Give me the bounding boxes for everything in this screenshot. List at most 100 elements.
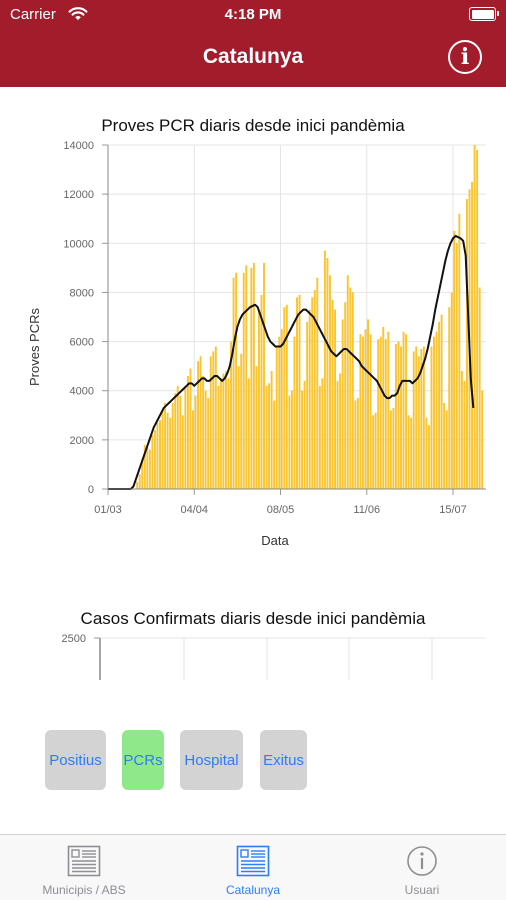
pcr-bar [189, 368, 192, 489]
pcr-bar [242, 272, 245, 489]
y-axis-label: Proves PCRs [27, 307, 42, 386]
pcr-moving-average-line [108, 234, 475, 490]
pcr-bar [329, 275, 331, 489]
pcr-bar [316, 277, 319, 489]
pcr-bar [364, 329, 367, 489]
x-tick-label: 15/07 [439, 504, 467, 516]
newspaper-icon [67, 845, 101, 877]
pcr-bar [481, 390, 484, 489]
tab-municipis[interactable]: Municipis / ABS [0, 835, 168, 900]
y-tick-label: 6000 [70, 337, 94, 349]
pcr-bar [359, 334, 362, 489]
pcr-bar [349, 287, 352, 489]
battery-icon [469, 7, 499, 21]
pcr-bar [361, 336, 364, 489]
pcr-bar [455, 243, 458, 489]
pcr-bar [308, 309, 311, 489]
pcr-bar [184, 388, 187, 489]
status-time: 4:18 PM [224, 6, 282, 23]
filter-exitus-button[interactable]: Exitus [260, 730, 307, 790]
pcr-bar [263, 262, 265, 489]
pcr-bar [377, 339, 380, 489]
pcr-bar [283, 307, 286, 489]
pcr-bar [387, 331, 390, 489]
pcr-bar [257, 312, 260, 489]
pcr-bar [476, 149, 479, 489]
pcr-bar [466, 199, 468, 490]
pcr-bar [219, 378, 222, 489]
pcr-bar [222, 373, 225, 489]
pcr-bar [237, 366, 240, 489]
pcr-bar [318, 385, 321, 489]
pcr-chart: Proves PCR diaris desde inici pandèmia 0… [0, 105, 506, 565]
pcr-bar [422, 346, 425, 489]
pcr-bar [420, 348, 423, 489]
y-tick-label: 0 [88, 484, 94, 496]
pcr-bar [230, 341, 233, 489]
pcr-bar [278, 336, 281, 489]
pcr-bar [463, 380, 466, 489]
tab-usuari[interactable]: Usuari [338, 835, 506, 900]
y-tick-label: 8000 [70, 287, 94, 299]
pcr-bar [313, 289, 316, 489]
pcr-bar [372, 415, 375, 489]
cases-chart-plot: 2500 [62, 633, 486, 680]
pcr-bar [247, 378, 250, 489]
pcr-bar [161, 410, 164, 489]
pcr-bar [296, 297, 298, 489]
pcr-bar [440, 314, 443, 489]
pcr-bar [202, 375, 205, 489]
info-button[interactable]: i [448, 40, 482, 74]
pcr-bar [176, 385, 179, 489]
pcr-bar [240, 353, 243, 489]
info-circle-icon: i [460, 44, 470, 70]
pcr-bar [217, 385, 220, 489]
pcr-bar [400, 346, 402, 489]
x-tick-label: 08/05 [267, 504, 295, 516]
pcr-bar [415, 346, 418, 489]
pcr-bar [306, 321, 309, 489]
pcr-bar [356, 398, 359, 489]
pcr-chart-title: Proves PCR diaris desde inici pandèmia [101, 116, 405, 135]
pcr-bar [346, 275, 349, 489]
wifi-icon [68, 6, 88, 26]
x-tick-label: 11/06 [353, 504, 380, 516]
x-tick-label: 01/03 [94, 504, 122, 516]
pcr-bar [209, 356, 212, 489]
pcr-bar [321, 378, 324, 489]
carrier-label: Carrier [10, 6, 56, 23]
pcr-bar [227, 378, 230, 489]
pcr-bar [252, 262, 255, 489]
pcr-bar [298, 294, 301, 489]
pcr-bar [326, 258, 329, 489]
pcr-bar [448, 307, 451, 489]
pcr-bar [194, 395, 197, 489]
pcr-bar [331, 299, 334, 489]
pcr-bar [268, 383, 271, 489]
tab-bar: Municipis / ABS Catalunya Usuari [0, 834, 506, 900]
pcr-bar [417, 356, 420, 489]
pcr-bar [232, 277, 235, 489]
pcr-bar [136, 481, 139, 489]
x-axis-label: Data [261, 533, 289, 548]
pcr-bar [153, 430, 156, 489]
pcr-bar [290, 390, 293, 489]
pcr-bar [146, 447, 149, 489]
pcr-bar [303, 380, 306, 489]
pcr-bar [341, 319, 344, 489]
pcr-bar [460, 371, 463, 489]
pcr-bar [384, 339, 387, 489]
filter-hospital-button[interactable]: Hospital [180, 730, 243, 790]
newspaper-icon [236, 845, 270, 877]
filter-pcrs-button[interactable]: PCRs [122, 730, 164, 790]
pcr-bar [301, 390, 304, 489]
pcr-bar [430, 346, 433, 489]
filter-positius-button[interactable]: Positius [45, 730, 106, 790]
tab-catalunya[interactable]: Catalunya [169, 835, 337, 900]
pcr-bar [181, 415, 184, 489]
pcr-bar [285, 304, 288, 489]
pcr-bar [166, 412, 169, 489]
metric-filter-group: Positius PCRs Hospital Exitus [0, 730, 506, 790]
pcr-bar [382, 326, 385, 489]
pcr-bar [379, 336, 382, 489]
